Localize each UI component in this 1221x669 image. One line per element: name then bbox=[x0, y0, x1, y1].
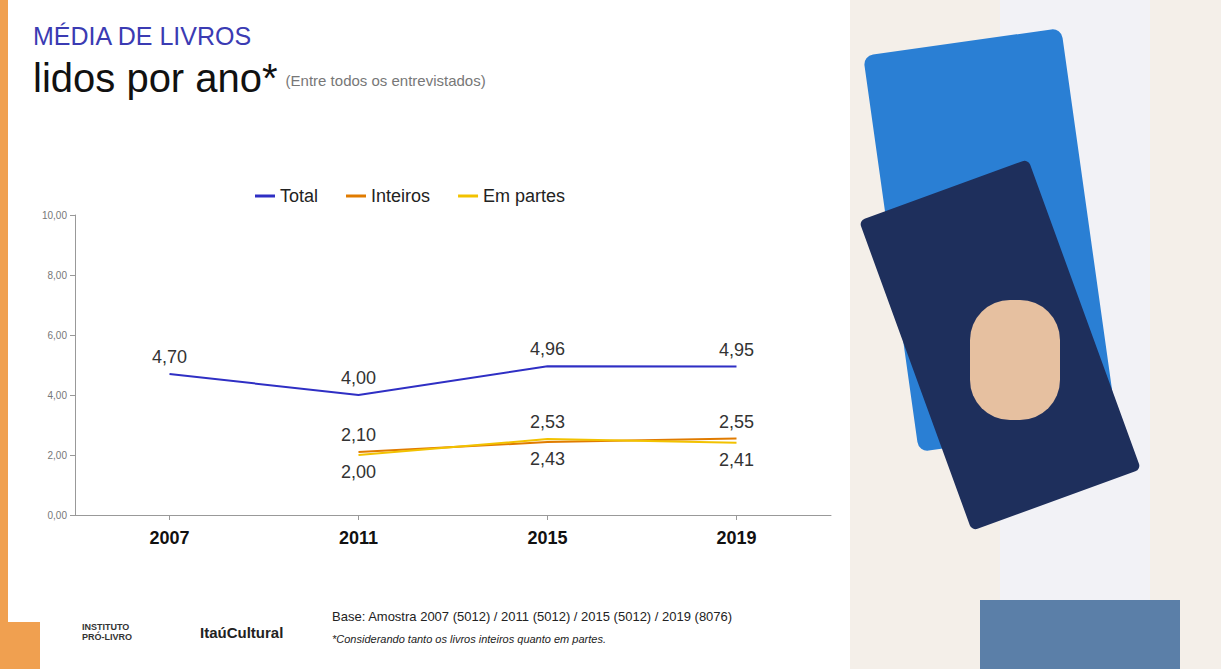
html-text:*Considerando tanto os livros: *Considerando tanto os livros inteiros q… bbox=[332, 633, 606, 645]
html-text:INSTITUTO: INSTITUTO bbox=[82, 622, 130, 632]
svg-text:2,43: 2,43 bbox=[530, 449, 565, 469]
svg-text:2015: 2015 bbox=[527, 528, 567, 548]
svg-text:2007: 2007 bbox=[149, 528, 189, 548]
svg-text:2011: 2011 bbox=[339, 528, 378, 548]
svg-text:4,96: 4,96 bbox=[530, 339, 565, 359]
svg-text:Em partes: Em partes bbox=[483, 186, 565, 206]
svg-text:2,00: 2,00 bbox=[48, 450, 68, 461]
svg-text:2019: 2019 bbox=[716, 528, 756, 548]
html-text:lidos por ano*: lidos por ano* bbox=[33, 56, 278, 100]
svg-text:Total: Total bbox=[280, 186, 318, 206]
html-text:(Entre todos os entrevistados): (Entre todos os entrevistados) bbox=[285, 72, 486, 89]
svg-text:4,70: 4,70 bbox=[152, 347, 187, 367]
svg-text:6,00: 6,00 bbox=[48, 330, 68, 341]
svg-text:8,00: 8,00 bbox=[48, 270, 68, 281]
svg-text:2,55: 2,55 bbox=[719, 412, 754, 432]
svg-text:2,53: 2,53 bbox=[530, 412, 565, 432]
svg-text:4,00: 4,00 bbox=[341, 368, 376, 388]
html-text:ItaúCultural: ItaúCultural bbox=[200, 624, 284, 641]
svg-text:2,00: 2,00 bbox=[341, 462, 376, 482]
svg-text:4,00: 4,00 bbox=[48, 390, 68, 401]
svg-text:10,00: 10,00 bbox=[42, 210, 67, 221]
html-text:Base: Amostra 2007 (5012) / 20: Base: Amostra 2007 (5012) / 2011 (5012) … bbox=[332, 609, 733, 624]
html-text:MÉDIA DE LIVROS: MÉDIA DE LIVROS bbox=[33, 22, 252, 50]
svg-text:4,95: 4,95 bbox=[719, 340, 754, 360]
html-text:PRÓ-LIVRO: PRÓ-LIVRO bbox=[82, 632, 132, 642]
svg-text:0,00: 0,00 bbox=[48, 510, 68, 521]
svg-text:2,41: 2,41 bbox=[719, 450, 754, 470]
svg-text:2,10: 2,10 bbox=[341, 425, 376, 445]
svg-text:Inteiros: Inteiros bbox=[371, 186, 430, 206]
